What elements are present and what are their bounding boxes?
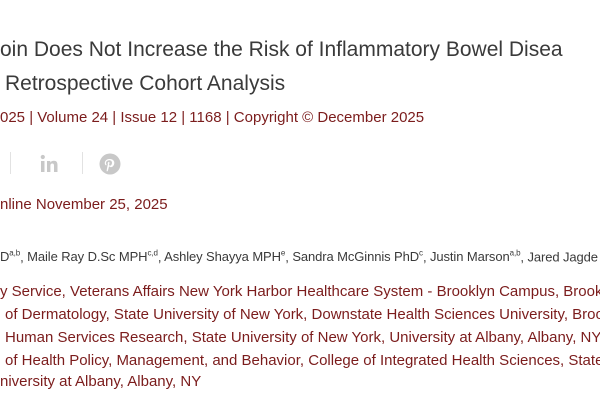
affiliation: Human Services Research, State Universit… — [5, 329, 600, 346]
author[interactable]: Sandra McGinnis PhDc — [292, 249, 423, 264]
affiliation: of Health Policy, Management, and Behavi… — [5, 352, 600, 369]
author-affiliation-mark: c,d — [147, 249, 158, 258]
author-separator: , — [520, 249, 524, 265]
author-list: Da,b, Maile Ray D.Sc MPHc,d, Ashley Shay… — [0, 249, 598, 264]
linkedin-icon[interactable] — [40, 154, 60, 174]
author-affiliation-mark: a,b — [9, 249, 21, 258]
author-affiliation-mark: c — [419, 249, 423, 258]
title-line: Retrospective Cohort Analysis — [5, 72, 286, 95]
citation: 025 | Volume 24 | Issue 12 | 1168 | Copy… — [0, 109, 425, 126]
author-name: Sandra McGinnis PhD — [292, 249, 420, 265]
title-line: oin Does Not Increase the Risk of Inflam… — [0, 38, 563, 61]
author[interactable]: Da,b — [0, 249, 20, 264]
author[interactable]: Maile Ray D.Sc MPHc,d — [27, 249, 158, 264]
divider — [10, 152, 11, 174]
author[interactable]: Justin Marsona,b — [429, 249, 521, 265]
author[interactable]: Ashley Shayya MPHe — [164, 249, 285, 264]
affiliation: y Service, Veterans Affairs New York Har… — [0, 283, 600, 300]
author-name: D — [0, 249, 10, 265]
author-separator: , — [20, 249, 24, 265]
divider — [82, 152, 83, 174]
author-name: Jared Jagde — [527, 249, 598, 265]
affiliation: of Dermatology, State University of New … — [5, 306, 600, 323]
published-date: nline November 25, 2025 — [0, 196, 168, 213]
author-separator: , — [422, 249, 427, 265]
affiliation: niversity at Albany, Albany, NY — [0, 373, 202, 390]
author-name: Justin Marson — [429, 249, 510, 265]
author-affiliation-mark: a,b — [509, 249, 521, 258]
pinterest-icon[interactable] — [99, 153, 121, 175]
author-separator: , — [157, 249, 162, 265]
author[interactable]: Jared Jagde — [527, 249, 598, 265]
author-name: Ashley Shayya MPH — [164, 249, 281, 265]
author-affiliation-mark: e — [280, 249, 286, 258]
author-name: Maile Ray D.Sc MPH — [27, 249, 148, 265]
author-separator: , — [285, 249, 289, 265]
